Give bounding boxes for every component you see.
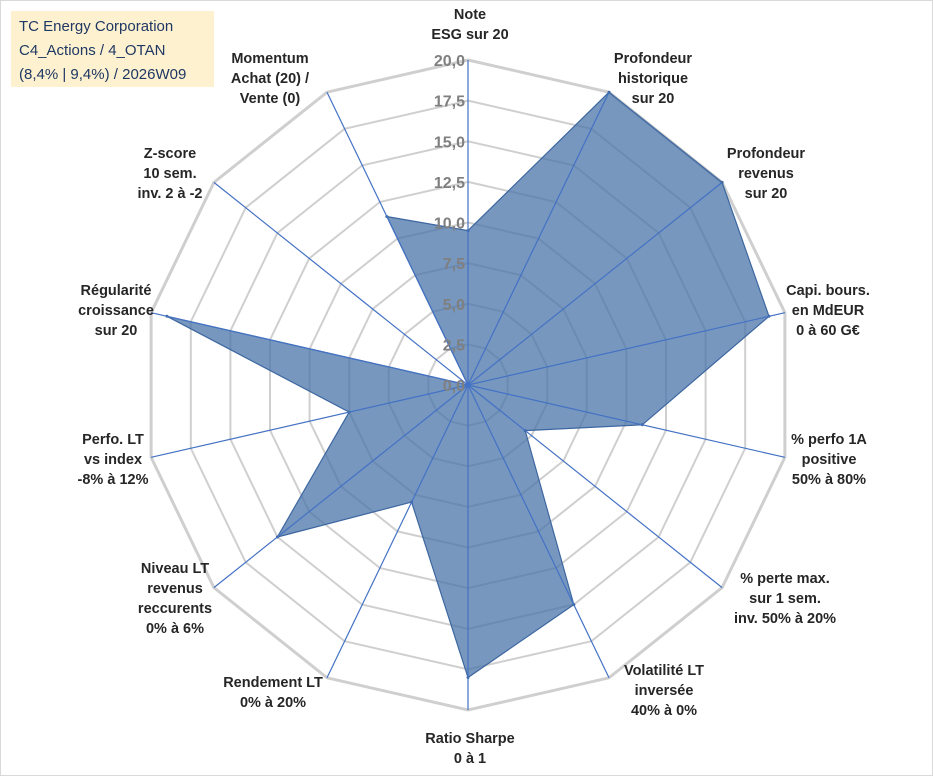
axis-label-4: % perfo 1A positive 50% à 80% [791, 432, 867, 488]
axis-label-10: Perfo. LT vs index -8% à 12% [78, 432, 149, 488]
tick-label-3: 7,5 [443, 256, 465, 273]
info-box: TC Energy Corporation C4_Actions / 4_OTA… [11, 11, 214, 87]
axis-label-3: Capi. bours. en MdEUR 0 à 60 G€ [786, 283, 870, 339]
tick-label-2: 5,0 [443, 297, 465, 314]
axis-spoke-11 [150, 312, 469, 386]
axis-label-6: Volatilité LT inversée 40% à 0% [624, 663, 704, 719]
axis-label-line: inv. 2 à -2 [137, 186, 202, 202]
axis-label-line: positive [802, 452, 857, 468]
axis-label-line: Régularité [81, 283, 152, 299]
axis-spoke-13 [326, 91, 469, 386]
axis-label-5: % perte max. sur 1 sem. inv. 50% à 20% [734, 571, 836, 627]
axis-label-line: 0 à 60 G€ [796, 323, 860, 339]
axis-label-line: Momentum [231, 51, 308, 67]
axis-label-11: Régularité croissance sur 20 [78, 283, 154, 339]
axis-label-1: Profondeur historique sur 20 [614, 51, 692, 107]
axis-spoke-10 [150, 384, 469, 458]
axis-label-line: % perte max. [740, 571, 829, 587]
axis-label-line: Vente (0) [240, 91, 301, 107]
tick-label-7: 17,5 [434, 94, 465, 111]
axis-label-line: Perfo. LT [82, 432, 144, 448]
performance-and-week: (8,4% | 9,4%) / 2026W09 [19, 66, 187, 83]
axis-label-line: 0 à 1 [454, 751, 486, 767]
axis-label-line: Profondeur [614, 51, 692, 67]
axis-label-line: sur 1 sem. [749, 591, 821, 607]
axis-label-line: Z-score [144, 146, 196, 162]
category-code: C4_Actions / 4_OTAN [19, 42, 166, 59]
axis-spoke-3 [467, 312, 786, 386]
axis-label-line: Achat (20) / [231, 71, 309, 87]
axis-label-line: 50% à 80% [792, 472, 866, 488]
axis-label-line: ESG sur 20 [431, 27, 508, 43]
axis-label-line: -8% à 12% [78, 472, 149, 488]
axis-label-line: en MdEUR [792, 303, 865, 319]
axis-label-line: Ratio Sharpe [425, 731, 514, 747]
axis-label-line: sur 20 [745, 186, 788, 202]
axis-spoke-9 [213, 384, 469, 589]
axis-label-line: reccurents [138, 601, 212, 617]
axis-label-line: vs index [84, 452, 142, 468]
tick-label-0: 0,0 [443, 378, 465, 395]
axis-label-12: Z-score 10 sem. inv. 2 à -2 [137, 146, 202, 202]
axis-spoke-12 [213, 181, 469, 386]
axis-label-8: Rendement LT 0% à 20% [223, 675, 323, 711]
axis-label-line: revenus [147, 581, 203, 597]
tick-layer: 0,0 2,5 5,0 7,5 10,0 12,5 15,0 17,5 20,0 [434, 53, 465, 395]
tick-label-6: 15,0 [434, 134, 465, 151]
tick-label-4: 10,0 [434, 216, 465, 233]
axis-spoke-5 [467, 384, 723, 589]
axis-label-line: 0% à 6% [146, 621, 204, 637]
company-name: TC Energy Corporation [19, 18, 174, 35]
axis-label-line: 0% à 20% [240, 695, 306, 711]
axis-label-line: inv. 50% à 20% [734, 611, 836, 627]
axis-layer [150, 60, 786, 710]
axis-label-line: inversée [635, 683, 694, 699]
tick-label-1: 2,5 [443, 337, 465, 354]
axis-label-line: Profondeur [727, 146, 805, 162]
axis-spoke-4 [467, 384, 786, 458]
axis-label-line: Capi. bours. [786, 283, 870, 299]
tick-label-8: 20,0 [434, 53, 465, 70]
tick-label-5: 12,5 [434, 175, 465, 192]
axis-label-9: Niveau LT revenus reccurents 0% à 6% [138, 561, 212, 637]
axis-spoke-6 [467, 384, 610, 679]
axis-label-line: Volatilité LT [624, 663, 704, 679]
axis-spoke-2 [467, 181, 723, 386]
axis-label-line: Rendement LT [223, 675, 323, 691]
axis-label-line: historique [618, 71, 688, 87]
axis-label-line: sur 20 [632, 91, 675, 107]
axis-label-line: revenus [738, 166, 794, 182]
axis-spoke-8 [326, 384, 469, 679]
axis-label-7: Ratio Sharpe 0 à 1 [425, 731, 514, 767]
label-layer: Note ESG sur 20 Profondeur historique sur 20… [78, 7, 870, 767]
axis-label-line: 10 sem. [143, 166, 196, 182]
axis-label-line: croissance [78, 303, 154, 319]
axis-label-13: Momentum Achat (20) / Vente (0) [231, 51, 309, 107]
axis-label-0: Note ESG sur 20 [431, 7, 508, 43]
axis-spoke-1 [467, 91, 610, 386]
axis-label-2: Profondeur revenus sur 20 [727, 146, 805, 202]
axis-label-line: % perfo 1A [791, 432, 867, 448]
axis-label-line: 40% à 0% [631, 703, 697, 719]
axis-label-line: Niveau LT [141, 561, 209, 577]
axis-label-line: sur 20 [95, 323, 138, 339]
axis-label-line: Note [454, 7, 486, 23]
